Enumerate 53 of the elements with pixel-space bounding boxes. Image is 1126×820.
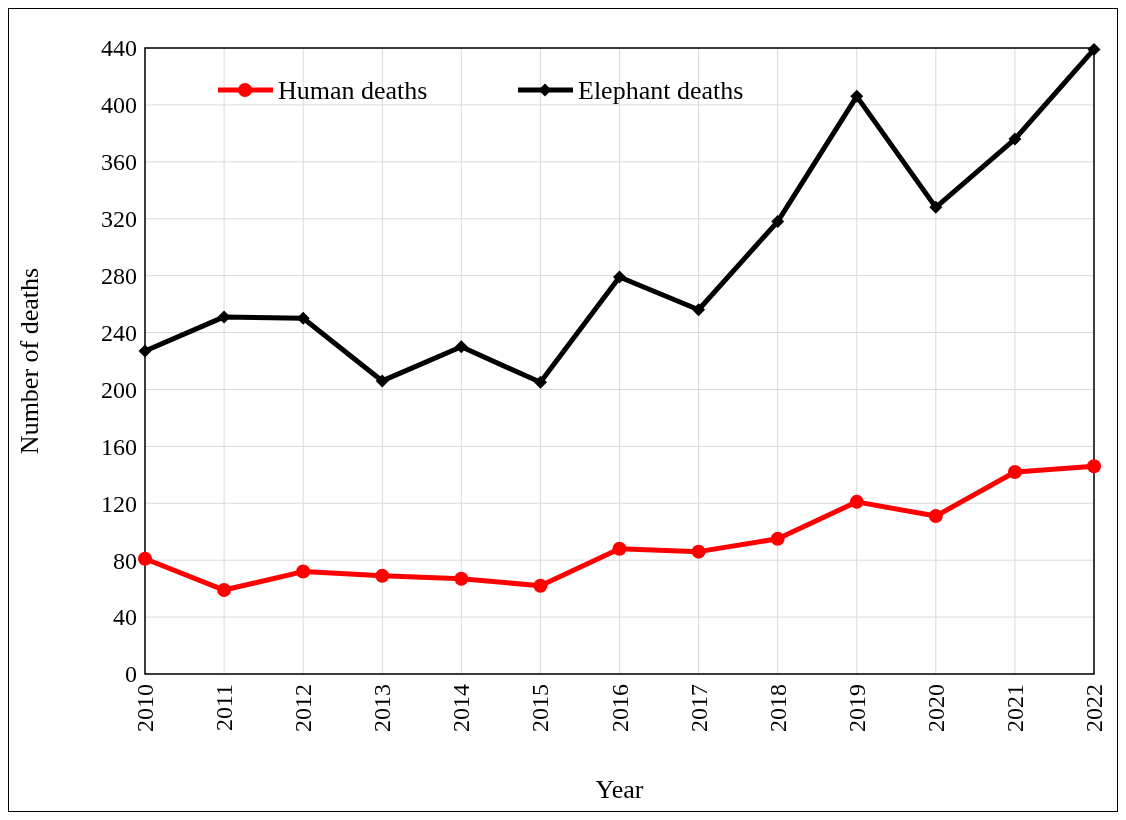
point	[533, 578, 548, 593]
y-tick-label: 200	[101, 376, 137, 403]
point	[691, 544, 706, 559]
y-tick-label: 440	[101, 35, 137, 62]
point	[1008, 132, 1022, 146]
y-tick-label: 240	[101, 319, 137, 346]
point	[217, 310, 231, 324]
x-tick-label: 2020	[922, 684, 949, 732]
point	[929, 200, 943, 214]
x-axis-title: Year	[595, 775, 644, 804]
y-tick-label: 360	[101, 149, 137, 176]
y-tick-label: 80	[113, 547, 137, 574]
point	[375, 568, 390, 583]
x-tick-label: 2012	[290, 684, 317, 732]
y-tick-label: 40	[113, 604, 137, 631]
legend-label: Human deaths	[278, 76, 428, 106]
x-tick-label: 2021	[1001, 684, 1028, 732]
point	[138, 344, 152, 358]
point	[454, 340, 468, 354]
point	[1087, 42, 1101, 56]
y-tick-label: 320	[101, 206, 137, 233]
x-tick-label: 2011	[211, 684, 238, 732]
x-tick-label: 2014	[448, 684, 475, 732]
y-tick-label: 280	[101, 263, 137, 290]
y-tick-label: 160	[101, 433, 137, 460]
point	[850, 89, 864, 103]
point	[296, 564, 311, 579]
point	[375, 374, 389, 388]
x-tick-label: 2016	[606, 684, 633, 732]
point	[296, 311, 310, 325]
point	[613, 270, 626, 284]
point	[771, 215, 785, 229]
point	[533, 375, 547, 389]
point	[217, 583, 232, 598]
point	[928, 509, 943, 524]
point	[1087, 459, 1101, 474]
point	[612, 541, 627, 556]
point	[454, 571, 469, 586]
y-axis-title: Number of deaths	[15, 267, 44, 455]
x-tick-label: 2017	[685, 684, 712, 732]
x-tick-label: 2022	[1081, 684, 1107, 732]
x-tick-label: 2013	[369, 684, 396, 732]
point	[692, 303, 706, 317]
x-tick-label: 2018	[764, 684, 791, 732]
legend-label: Elephant deaths	[578, 76, 744, 106]
x-tick-label: 2015	[527, 684, 554, 732]
y-tick-label: 400	[101, 92, 137, 119]
x-tick-label: 2019	[843, 684, 870, 732]
point	[849, 494, 864, 509]
point	[770, 531, 785, 546]
point	[138, 551, 152, 566]
point	[1007, 464, 1022, 479]
y-tick-label: 120	[101, 490, 137, 517]
